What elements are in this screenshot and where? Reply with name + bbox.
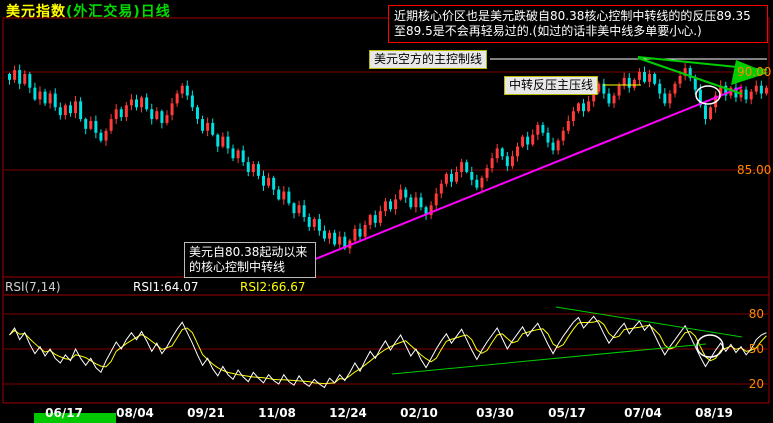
- annotation-layer[interactable]: [307, 56, 768, 375]
- rsi1-value: RSI1:64.07: [133, 280, 199, 294]
- green-wedge-lower-line[interactable]: [637, 57, 743, 95]
- date-axis-label: 08/19: [695, 406, 733, 420]
- price-axis-label: 85.00: [737, 163, 772, 177]
- rsi-axis-label: 50: [748, 342, 764, 356]
- grid-layer: [4, 71, 768, 385]
- title-symbol: 美元指数: [6, 4, 66, 20]
- date-axis-label: 07/04: [624, 406, 662, 420]
- date-axis-label: 03/30: [476, 406, 514, 420]
- rsi-axis-label: 80: [748, 307, 764, 321]
- rsi1-line: [9, 315, 767, 389]
- window-title: 美元指数(外汇交易)日线: [6, 1, 171, 21]
- date-axis-label: 02/10: [400, 406, 438, 420]
- rsi-layer[interactable]: [9, 315, 767, 389]
- price-axis-label: 90.00: [737, 65, 772, 79]
- indicator-name[interactable]: RSI(7,14): [5, 280, 61, 294]
- date-axis-label: 06/17: [45, 406, 83, 420]
- rsi2-value: RSI2:66.67: [240, 280, 306, 294]
- rsi-support-trendline[interactable]: [391, 343, 707, 375]
- core-transfer-trendline[interactable]: [307, 86, 743, 263]
- bottom-green-block: [34, 413, 116, 423]
- annotation-core-line-label[interactable]: 美元自80.38起动以来的核心控制中转线: [184, 242, 316, 278]
- price-focus-circle[interactable]: [695, 85, 721, 105]
- annotation-bears-control-label[interactable]: 美元空方的主控制线: [369, 50, 488, 69]
- date-axis-label: 08/04: [116, 406, 154, 420]
- green-arrow-marker[interactable]: [731, 60, 768, 85]
- date-axis-label: 05/17: [548, 406, 586, 420]
- rsi-axis-label: 20: [748, 377, 764, 391]
- date-axis-label: 12/24: [329, 406, 367, 420]
- rsi-resistance-trendline[interactable]: [555, 306, 743, 338]
- date-axis-label: 11/08: [258, 406, 296, 420]
- annotation-transfer-pressure-label[interactable]: 中转反压主压线: [504, 76, 599, 95]
- title-period: (外汇交易)日线: [66, 4, 171, 20]
- annotation-resistance-note[interactable]: 近期核心价区也是美元跌破自80.38核心控制中转线的的反压89.35至89.5是…: [388, 5, 768, 43]
- rsi2-line: [9, 320, 767, 385]
- rsi-focus-circle[interactable]: [696, 334, 724, 358]
- candles-layer[interactable]: [8, 62, 768, 254]
- date-axis-label: 09/21: [187, 406, 225, 420]
